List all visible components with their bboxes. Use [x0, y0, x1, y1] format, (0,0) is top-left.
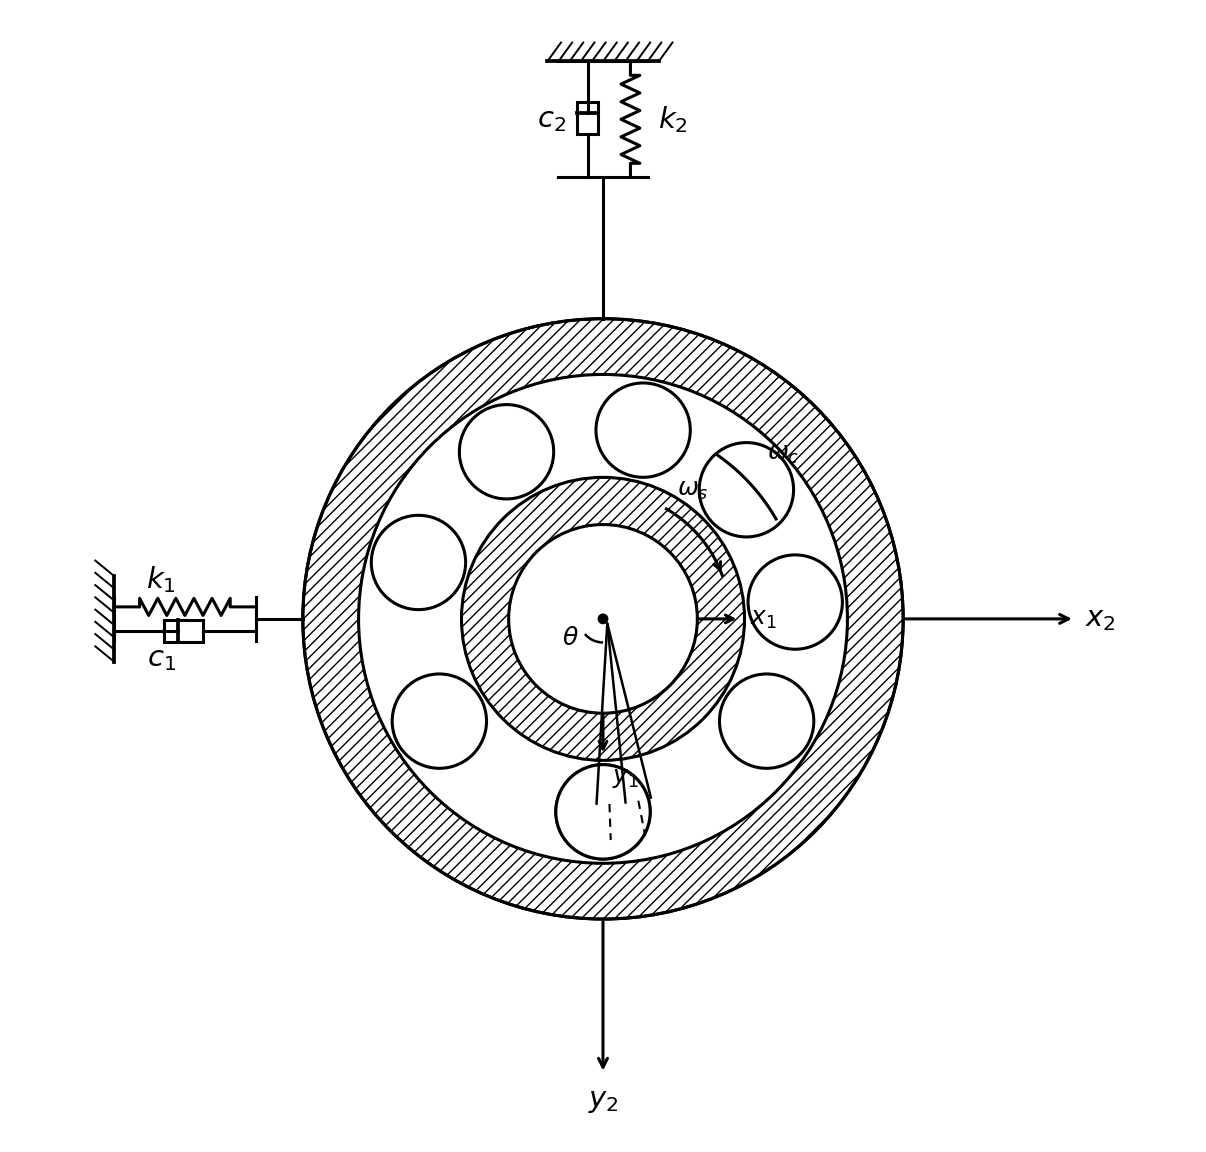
Text: $c_1$: $c_1$ [147, 644, 176, 673]
Circle shape [392, 674, 486, 768]
Circle shape [699, 442, 794, 537]
Bar [164, 620, 204, 642]
Bar [576, 101, 598, 135]
Text: $\omega_s$: $\omega_s$ [677, 478, 708, 502]
Text: $\omega_c$: $\omega_c$ [767, 442, 798, 465]
Text: $y_1$: $y_1$ [611, 766, 638, 789]
Circle shape [556, 765, 650, 859]
Text: $x_2$: $x_2$ [1085, 605, 1116, 634]
Circle shape [303, 319, 903, 919]
Text: $x_1$: $x_1$ [750, 607, 777, 631]
Circle shape [720, 674, 814, 768]
Text: $\theta$: $\theta$ [562, 626, 579, 650]
Circle shape [598, 614, 608, 623]
Circle shape [459, 404, 554, 499]
Text: $c_2$: $c_2$ [537, 105, 566, 134]
Circle shape [371, 515, 466, 609]
Circle shape [596, 382, 690, 477]
Circle shape [748, 555, 843, 650]
Text: $k_1$: $k_1$ [146, 564, 176, 594]
Circle shape [509, 524, 697, 713]
Text: $y_2$: $y_2$ [587, 1086, 619, 1115]
Circle shape [556, 765, 650, 859]
Circle shape [358, 374, 848, 863]
Text: $k_2$: $k_2$ [658, 104, 689, 135]
